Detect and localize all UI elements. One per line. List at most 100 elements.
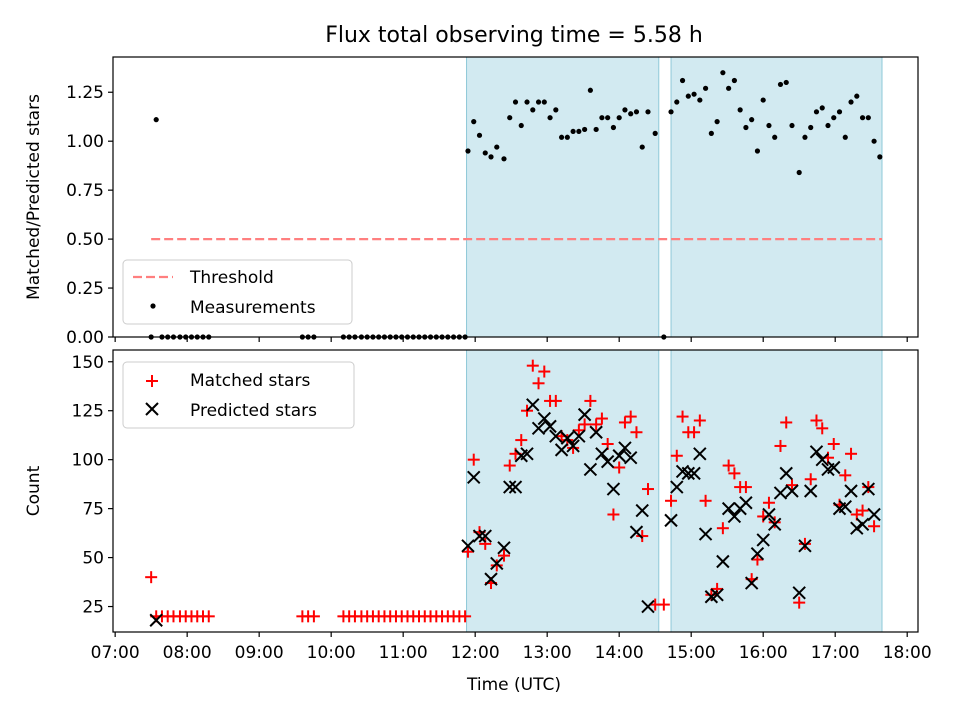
measurement-point: [808, 124, 814, 131]
predicted-stars-point: [606, 482, 621, 496]
predicted-stars-point: [756, 533, 770, 547]
matched-stars-point: [739, 481, 752, 494]
measurement-point: [622, 107, 628, 113]
predicted-stars-point: [739, 496, 753, 510]
measurement-point: [836, 109, 843, 115]
predicted-stars-point: [855, 517, 870, 531]
y-tick-label: 1.00: [66, 132, 104, 152]
predicted-stars-point: [867, 507, 881, 522]
x-tick-label: 17:00: [811, 643, 860, 663]
matched-stars-point: [810, 414, 823, 427]
matched-stars-point: [307, 610, 320, 623]
measurement-point: [685, 93, 691, 99]
predicted-stars-point: [472, 529, 487, 543]
measurement-point: [691, 91, 697, 97]
matched-stars-point: [774, 439, 787, 452]
measurement-point: [802, 134, 808, 140]
matched-stars-point: [590, 418, 603, 431]
predicted-stars-point: [838, 499, 852, 514]
matched-stars-point: [728, 467, 741, 480]
matched-stars-point: [613, 461, 626, 474]
measurement-point: [749, 117, 755, 123]
measurement-point: [501, 156, 507, 162]
predicted-stars-point: [785, 484, 799, 498]
measurement-point: [831, 115, 837, 121]
measurement-point: [633, 109, 640, 115]
predicted-stars-point: [844, 484, 858, 498]
measurement-point: [726, 85, 732, 91]
predicted-stars-point: [792, 586, 806, 600]
matched-stars-point: [526, 359, 539, 372]
matched-stars-point: [868, 520, 881, 533]
measurement-point: [708, 130, 714, 136]
matched-stars-point: [538, 365, 551, 378]
measurement-point: [488, 154, 494, 160]
legend: Threshold Measurements: [122, 259, 353, 325]
matched-stars-point: [711, 582, 724, 595]
y-tick-label: 0.75: [66, 181, 104, 201]
x-tick-label: 13:00: [523, 643, 572, 663]
predicted-stars-point: [670, 480, 684, 494]
matched-stars-point: [618, 416, 631, 429]
measurement-point: [859, 115, 866, 121]
measurement-point: [871, 138, 877, 144]
legend-matched-swatch: [146, 375, 158, 387]
measurement-point: [599, 115, 605, 121]
measurement-point: [558, 134, 565, 140]
measurement-point: [541, 99, 547, 105]
measurement-point: [766, 122, 772, 129]
y-tick-label: 125: [72, 402, 104, 422]
x-tick-label: 08:00: [163, 643, 212, 663]
predicted-stars-point: [693, 447, 707, 461]
y-tick-label: 150: [72, 353, 104, 373]
measurement-point: [570, 128, 576, 135]
matched-stars-point: [607, 508, 620, 521]
y-tick-label: 75: [82, 500, 104, 520]
matched-stars-point: [657, 598, 670, 611]
predicted-stars-point: [744, 576, 759, 590]
matched-stars-point: [816, 422, 829, 435]
predicted-stars-point: [461, 539, 475, 553]
matched-stars-point: [515, 434, 528, 447]
predicted-stars-point: [520, 447, 534, 461]
matched-stars-point: [497, 549, 510, 562]
predicted-stars-point: [549, 429, 563, 443]
matched-stars-point: [793, 596, 806, 609]
predicted-stars-point: [641, 599, 655, 614]
predicted-stars-point: [618, 441, 632, 455]
predicted-stars-point: [629, 525, 644, 539]
matched-stars-point: [722, 459, 735, 472]
measurement-point: [674, 99, 680, 105]
matched-stars-point: [503, 459, 516, 472]
matched-stars-point: [490, 559, 503, 572]
measurement-point: [593, 126, 599, 133]
predicted-stars-point: [762, 507, 776, 522]
legend-threshold-label: Threshold: [189, 268, 274, 288]
y-axis-label: Matched/Predicted stars: [24, 94, 44, 300]
measurement-point: [518, 122, 524, 129]
measurement-point: [535, 99, 542, 105]
measurement-point: [582, 126, 588, 133]
predicted-stars-point: [595, 447, 609, 461]
predicted-stars-point: [664, 513, 678, 528]
matched-stars-point: [804, 473, 817, 486]
measurement-point: [754, 148, 761, 154]
predicted-stars-point: [560, 431, 575, 445]
x-tick-label: 18:00: [883, 643, 932, 663]
x-tick-label: 11:00: [379, 643, 428, 663]
matched-stars-point: [461, 545, 474, 558]
matched-stars-point: [785, 479, 798, 492]
predicted-stars-point: [815, 452, 829, 467]
measurement-point: [760, 97, 766, 103]
y-tick-label: 1.25: [66, 83, 104, 103]
measurement-point: [825, 122, 831, 129]
measurement-point: [616, 115, 622, 121]
measurement-point: [796, 169, 802, 176]
x-tick-label: 16:00: [739, 643, 788, 663]
measurement-point: [553, 107, 559, 113]
matched-stars-point: [459, 610, 472, 623]
predicted-stars-point: [809, 445, 824, 459]
predicted-stars-point: [850, 521, 864, 535]
chart-title: Flux total observing time = 5.58 h: [325, 23, 703, 48]
predicted-stars-point: [583, 462, 598, 477]
